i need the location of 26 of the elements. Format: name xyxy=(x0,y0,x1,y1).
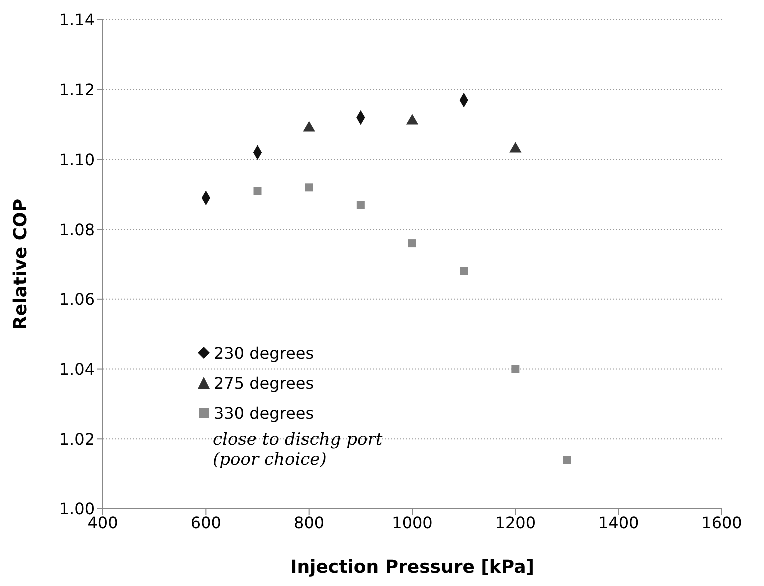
x-tick-label: 1200 xyxy=(495,513,536,532)
y-tick-label: 1.10 xyxy=(59,150,95,170)
x-tick-label: 800 xyxy=(294,513,325,532)
point xyxy=(460,267,468,276)
y-tick-label: 1.04 xyxy=(59,360,95,379)
y-tick-label: 1.06 xyxy=(59,290,95,310)
y-axis-title: Relative COP xyxy=(10,198,32,330)
point xyxy=(563,456,572,464)
annotation: close to dischg port (poor choice) xyxy=(213,430,384,470)
x-tick-label: 1000 xyxy=(392,513,433,532)
x-tick-label: 1600 xyxy=(702,513,742,532)
point xyxy=(254,187,262,196)
y-tick-label: 1.02 xyxy=(59,430,95,449)
x-tick-label: 600 xyxy=(190,513,222,532)
y-tick-label: 1.12 xyxy=(59,80,95,100)
x-axis-title: Injection Pressure [kPa] xyxy=(290,557,534,578)
y-tick-label: 1.14 xyxy=(59,10,95,30)
point xyxy=(512,365,520,374)
legend-label: 275 degrees xyxy=(214,374,314,392)
legend-label: 230 degrees xyxy=(214,344,314,362)
x-tick-label: 1400 xyxy=(598,513,640,532)
point xyxy=(305,184,314,192)
y-tick-label: 1.08 xyxy=(59,220,95,240)
point xyxy=(408,240,416,248)
point xyxy=(356,201,365,210)
legend-label: 330 degrees xyxy=(214,404,314,422)
